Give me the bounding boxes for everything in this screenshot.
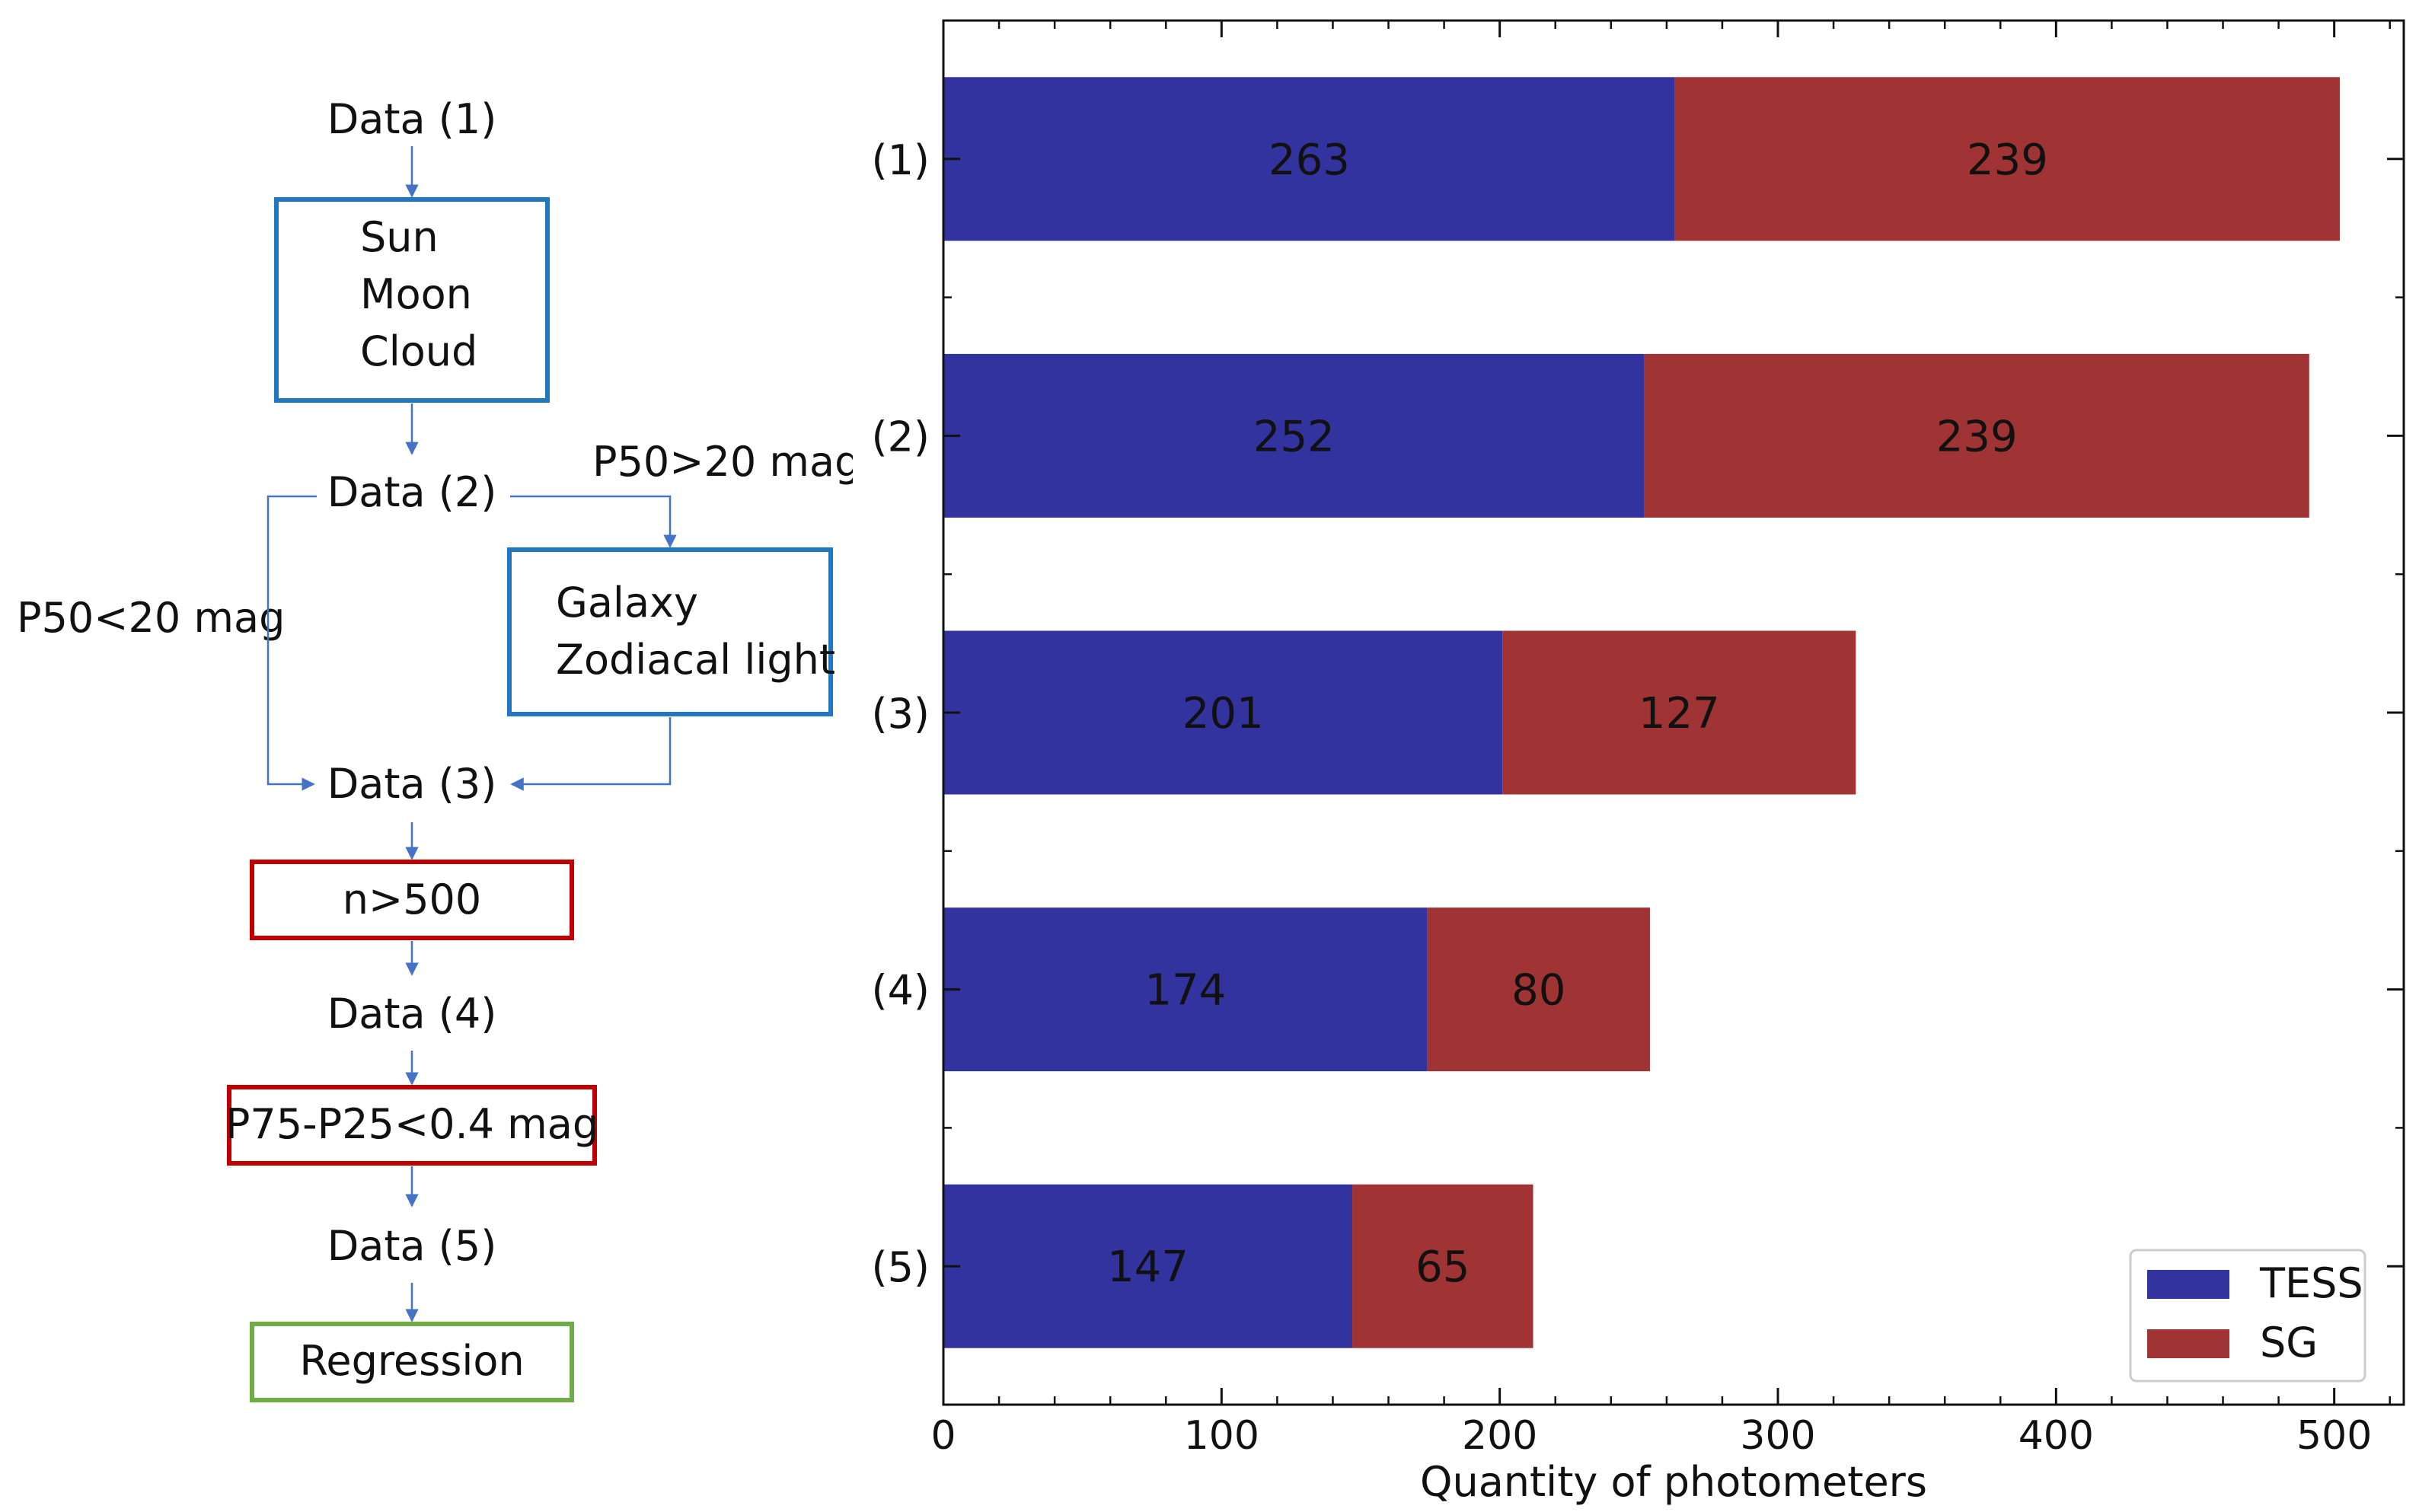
flowchart: Data (1) Sun Moon Cloud Data (2) P50>20 … — [17, 95, 853, 1402]
y-tick-label: (1) — [872, 136, 930, 184]
bar-label-sg-5: 65 — [1415, 1242, 1470, 1292]
x-tick-label: 500 — [2296, 1413, 2372, 1459]
bar-label-tess-3: 201 — [1182, 689, 1264, 738]
legend-label-sg: SG — [2260, 1319, 2318, 1367]
flow-data-1: Data (1) — [327, 95, 497, 143]
bar-label-tess-5: 147 — [1107, 1242, 1189, 1292]
filter-galaxy: Galaxy — [556, 579, 698, 627]
branch-high-label: P50>20 mag — [592, 438, 853, 486]
filter-zodiacal: Zodiacal light — [556, 636, 835, 684]
filter-box-galaxy-zodiacal — [507, 547, 833, 716]
flow-data-4: Data (4) — [327, 990, 497, 1038]
final-box-regression — [250, 1322, 574, 1402]
bar-sg-2 — [1644, 353, 2309, 518]
flow-data-3: Data (3) — [327, 760, 497, 808]
bar-sg-3 — [1502, 630, 1856, 795]
bar-label-sg-1: 239 — [1967, 136, 2048, 185]
bar-label-tess-1: 263 — [1269, 136, 1350, 185]
bar-tess-5 — [943, 1184, 1353, 1348]
bar-label-tess-4: 174 — [1144, 966, 1226, 1016]
bar-label-tess-2: 252 — [1253, 412, 1335, 461]
y-tick-label: (5) — [872, 1243, 930, 1291]
filter-cloud: Cloud — [360, 327, 477, 375]
bar-tess-1 — [943, 77, 1675, 241]
bar-label-sg-4: 80 — [1511, 966, 1565, 1016]
filter-box-sun-moon-cloud — [274, 197, 550, 403]
filter-box-iqr — [227, 1085, 597, 1166]
legend-swatch-sg — [2147, 1329, 2229, 1358]
y-tick-label: (2) — [872, 413, 930, 461]
flow-data-5: Data (5) — [327, 1222, 497, 1270]
bar-label-sg-2: 239 — [1936, 412, 2018, 461]
x-tick-label: 200 — [1462, 1413, 1537, 1459]
x-tick-label: 400 — [2018, 1413, 2094, 1459]
legend-swatch-tess — [2147, 1270, 2229, 1299]
x-tick-label: 0 — [930, 1413, 956, 1459]
flow-arrow-return — [510, 717, 672, 791]
y-tick-label: (3) — [872, 690, 930, 738]
legend-box — [2129, 1249, 2366, 1383]
x-axis-label: Quantity of photometers — [1420, 1458, 1927, 1506]
flow-arrow-low — [266, 495, 317, 791]
filter-box-n500 — [250, 860, 574, 940]
bar-tess-3 — [943, 630, 1503, 795]
bar-sg-4 — [1427, 908, 1650, 1072]
plot-frame — [942, 19, 2405, 1406]
bar-sg-1 — [1674, 77, 2340, 241]
bar-tess-2 — [943, 353, 1645, 518]
x-tick-label: 100 — [1184, 1413, 1259, 1459]
bar-label-sg-3: 127 — [1639, 689, 1720, 738]
filter-moon: Moon — [360, 270, 472, 318]
filter-iqr: P75-P25<0.4 mag — [225, 1100, 598, 1148]
x-tick-label: 300 — [1740, 1413, 1815, 1459]
legend-label-tess: TESS — [2259, 1259, 2363, 1307]
flow-arrow-high — [510, 495, 677, 548]
bar-sg-5 — [1352, 1184, 1533, 1348]
filter-sun: Sun — [360, 213, 439, 261]
branch-low-label: P50<20 mag — [17, 594, 285, 642]
y-tick-label: (4) — [872, 967, 930, 1015]
filter-n500: n>500 — [343, 876, 482, 923]
flow-data-2: Data (2) — [327, 468, 497, 516]
final-regression: Regression — [299, 1337, 524, 1385]
bar-tess-4 — [943, 908, 1428, 1072]
